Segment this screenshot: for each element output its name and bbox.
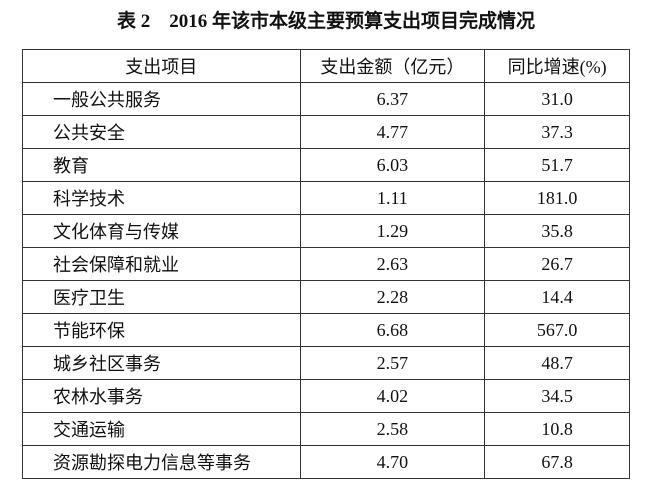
table-cell: 48.7 — [484, 346, 630, 380]
table-row: 资源勘探电力信息等事务 4.70 67.8 — [22, 445, 630, 479]
table-cell: 交通运输 — [22, 412, 301, 446]
table-row: 医疗卫生 2.28 14.4 — [22, 280, 630, 314]
table-cell: 资源勘探电力信息等事务 — [22, 445, 301, 479]
table-row: 社会保障和就业 2.63 26.7 — [22, 247, 630, 281]
header-row: 支出项目 支出金额（亿元） 同比增速(%) — [22, 49, 630, 83]
table-cell: 35.8 — [484, 214, 630, 248]
table-cell: 公共安全 — [22, 115, 301, 149]
table-cell: 51.7 — [484, 148, 630, 182]
table-cell: 37.3 — [484, 115, 630, 149]
table-body: 一般公共服务 6.37 31.0 公共安全 4.77 37.3 教育 6.03 51.7 科学技术… — [22, 82, 630, 479]
table-cell: 2.28 — [299, 280, 486, 314]
expense-table: 支出项目 支出金额（亿元） 同比增速(%) 一般公共服务 6.37 31.0 公共安全 4.… — [22, 49, 630, 479]
table-row: 农林水事务 4.02 34.5 — [22, 379, 630, 413]
column-header: 支出项目 — [22, 49, 301, 83]
table-title: 表 2 2016 年该市本级主要预算支出项目完成情况 — [116, 11, 535, 32]
table-cell: 科学技术 — [22, 181, 301, 215]
table-cell: 34.5 — [484, 379, 630, 413]
table-cell: 社会保障和就业 — [22, 247, 301, 281]
table-row: 教育 6.03 51.7 — [22, 148, 630, 182]
table-row: 一般公共服务 6.37 31.0 — [22, 82, 630, 116]
table-cell: 6.03 — [299, 148, 486, 182]
table-cell: 农林水事务 — [22, 379, 301, 413]
table-cell: 2.58 — [299, 412, 486, 446]
table-cell: 一般公共服务 — [22, 82, 301, 116]
table-row: 文化体育与传媒 1.29 35.8 — [22, 214, 630, 248]
table-cell: 1.29 — [299, 214, 486, 248]
column-header: 同比增速(%) — [484, 49, 630, 83]
table-cell: 2.63 — [299, 247, 486, 281]
table-cell: 14.4 — [484, 280, 630, 314]
table-cell: 文化体育与传媒 — [22, 214, 301, 248]
table-cell: 4.02 — [299, 379, 486, 413]
table-cell: 6.37 — [299, 82, 486, 116]
table-row: 城乡社区事务 2.57 48.7 — [22, 346, 630, 380]
table-cell: 教育 — [22, 148, 301, 182]
table-cell: 181.0 — [484, 181, 630, 215]
table-cell: 567.0 — [484, 313, 630, 347]
table-row: 公共安全 4.77 37.3 — [22, 115, 630, 149]
table-row: 节能环保 6.68 567.0 — [22, 313, 630, 347]
table-cell: 1.11 — [299, 181, 486, 215]
table-cell: 4.77 — [299, 115, 486, 149]
table-cell: 26.7 — [484, 247, 630, 281]
table-cell: 4.70 — [299, 445, 486, 479]
table-cell: 节能环保 — [22, 313, 301, 347]
column-header: 支出金额（亿元） — [299, 49, 486, 83]
table-cell: 67.8 — [484, 445, 630, 479]
table-row: 科学技术 1.11 181.0 — [22, 181, 630, 215]
table-cell: 2.57 — [299, 346, 486, 380]
table-cell: 城乡社区事务 — [22, 346, 301, 380]
table-cell: 医疗卫生 — [22, 280, 301, 314]
table-cell: 10.8 — [484, 412, 630, 446]
table-cell: 31.0 — [484, 82, 630, 116]
table-row: 交通运输 2.58 10.8 — [22, 412, 630, 446]
table-cell: 6.68 — [299, 313, 486, 347]
